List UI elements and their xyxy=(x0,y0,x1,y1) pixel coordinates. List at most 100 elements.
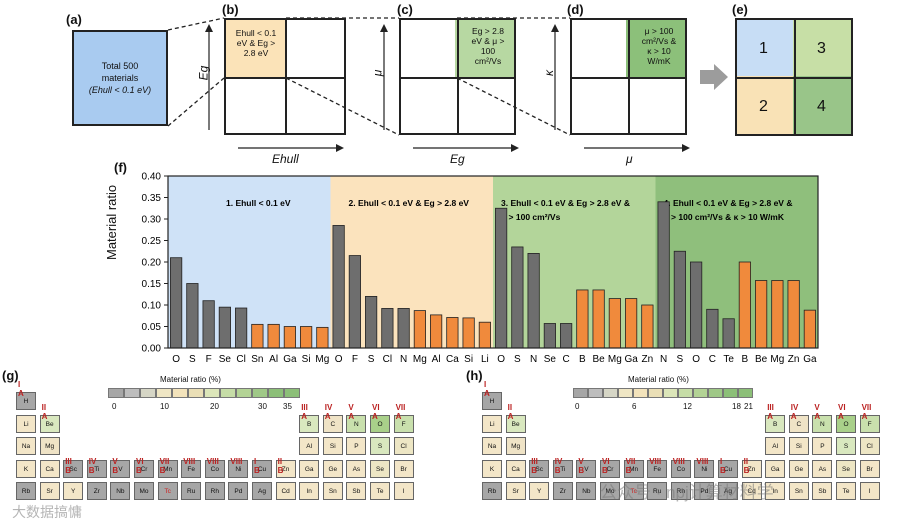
pt-h-Na: Na xyxy=(482,437,502,455)
xtick-1-Cl: Cl xyxy=(236,354,245,365)
bar-chart: 1. Ehull < 0.1 eVO S F Se Cl Sn Al Ga Si Mg2. Ehu… xyxy=(142,172,819,365)
group-label-2-0: 2. Ehull < 0.1 eV & Eg > 2.8 eV xyxy=(349,198,470,208)
pt-g-Pd: Pd xyxy=(228,482,249,500)
pt-h-K: K xyxy=(482,459,502,478)
pt-group-h-m5: VIII xyxy=(649,457,662,466)
pt-group-h-r3: VI A xyxy=(838,403,846,421)
panel-d-label: (d) xyxy=(567,2,584,17)
pt-h-Zn: Zn xyxy=(741,459,762,478)
xtick-1-F: F xyxy=(206,354,212,365)
xtick-3-N: N xyxy=(530,354,537,365)
pt-h-Y: Y xyxy=(529,482,550,500)
xtick-4-O: O xyxy=(692,354,700,365)
pt-h-Pd: Pd xyxy=(694,482,715,500)
panel-e-num-1: 1 xyxy=(759,40,768,57)
pt-g-Nb: Nb xyxy=(110,482,131,500)
ytick-0.05: 0.05 xyxy=(142,322,162,333)
pt-h-Sn: Sn xyxy=(788,482,809,500)
xtick-4-S: S xyxy=(677,354,684,365)
panel-c-axes xyxy=(380,24,519,152)
g-tick-2: 20 xyxy=(210,402,219,411)
panel-g-label: (g) xyxy=(2,368,19,383)
xtick-1-Mg: Mg xyxy=(315,354,329,365)
pt-h-Ti: Ti xyxy=(552,459,573,478)
pt-g-Na: Na xyxy=(16,437,36,455)
cbar-swatch-g-4 xyxy=(172,388,188,398)
cbar-swatch-g-11 xyxy=(284,388,300,398)
cbar-swatch-g-1 xyxy=(124,388,140,398)
pt-g-Ge: Ge xyxy=(322,459,343,478)
pt-g-Cd: Cd xyxy=(275,482,296,500)
bar-1-Sn xyxy=(251,323,264,349)
pt-group-g-l1: II A xyxy=(41,403,48,421)
panel-d-cell-3: κ > 10 xyxy=(647,46,671,56)
pt-h-Cr: Cr xyxy=(600,459,620,478)
bar-2-Si xyxy=(462,317,475,349)
xtick-2-Ca: Ca xyxy=(446,354,459,365)
panel-b-xlabel: Ehull xyxy=(272,152,299,166)
bar-4-Be xyxy=(755,280,768,349)
xtick-4-Zn: Zn xyxy=(788,354,800,365)
xtick-1-Si: Si xyxy=(302,354,311,365)
cbar-swatch-g-0 xyxy=(108,388,124,398)
pt-g-Sb: Sb xyxy=(346,482,367,500)
pt-h-C: C xyxy=(788,414,809,433)
cbar-swatch-h-6 xyxy=(663,388,678,398)
bar-2-N xyxy=(397,308,410,349)
xtick-3-C: C xyxy=(563,354,570,365)
ytick-0.10: 0.10 xyxy=(142,301,162,312)
pt-g-Ni: Ni xyxy=(228,459,249,478)
bar-1-Al xyxy=(267,323,280,349)
pt-g-Be: Be xyxy=(39,414,60,433)
pt-h-Ge: Ge xyxy=(788,459,809,478)
panel-e-box: 1 3 2 4 xyxy=(735,18,853,136)
pt-group-h-r2: V A xyxy=(814,403,821,421)
pt-g-Ag: Ag xyxy=(252,482,272,500)
panel-e-q3 xyxy=(793,20,851,78)
pt-g-Ru: Ru xyxy=(181,482,202,500)
pt-h-Ni: Ni xyxy=(694,459,715,478)
panel-c-xlabel: Eg xyxy=(450,152,465,166)
pt-group-h-r4: VII A xyxy=(861,403,872,421)
xtick-1-Ga: Ga xyxy=(283,354,297,365)
xtick-4-Te: Te xyxy=(723,354,734,365)
panel-c-cell-4: cm²/Vs xyxy=(474,56,502,66)
cbar-swatch-h-2 xyxy=(603,388,618,398)
pt-group-g-m9: II B xyxy=(277,457,284,475)
pt-h-Nb: Nb xyxy=(576,482,597,500)
pt-h-H: H xyxy=(482,392,502,410)
xtick-2-O: O xyxy=(335,354,343,365)
pt-g-Ga: Ga xyxy=(299,459,320,478)
panel-e-q1 xyxy=(737,20,795,78)
pt-group-g-r1: IV A xyxy=(324,403,333,421)
panel-d-ylabel: κ xyxy=(542,70,556,76)
h-tick-0: 0 xyxy=(575,402,580,411)
bar-1-F xyxy=(202,300,215,349)
xtick-2-S: S xyxy=(368,354,375,365)
pt-g-Ca: Ca xyxy=(39,459,60,478)
pt-h-Tc: Tc xyxy=(623,482,644,500)
ytick-0.35: 0.35 xyxy=(142,193,162,204)
pt-h-B: B xyxy=(765,414,786,433)
pt-h-Rb: Rb xyxy=(482,482,502,500)
xtick-4-Ga: Ga xyxy=(803,354,817,365)
pt-g-Al: Al xyxy=(299,437,320,455)
pt-g-Co: Co xyxy=(204,459,225,478)
pt-group-g-m1: IV B xyxy=(88,457,97,475)
xtick-1-Sn: Sn xyxy=(251,354,263,365)
panel-b-highlight xyxy=(226,20,286,78)
panel-e-num-3: 3 xyxy=(817,40,826,57)
panel-b-box: Ehull < 0.1 eV & Eg > 2.8 eV xyxy=(224,18,346,135)
pt-group-h-m6: VIII xyxy=(672,457,685,466)
pt-g-Mo: Mo xyxy=(134,482,154,500)
cbar-swatch-h-11 xyxy=(738,388,753,398)
pt-group-h-r0: III A xyxy=(767,403,774,421)
pt-h-P: P xyxy=(812,437,833,455)
panel-e-q2 xyxy=(737,76,795,134)
xtick-2-Cl: Cl xyxy=(383,354,392,365)
h-tick-2: 12 xyxy=(683,402,692,411)
cbar-swatch-h-1 xyxy=(588,388,603,398)
panel-c-cell-2: eV & μ > xyxy=(471,36,505,46)
panel-a-text-3: (Ehull < 0.1 eV) xyxy=(88,85,152,95)
bar-4-Te xyxy=(722,318,735,349)
